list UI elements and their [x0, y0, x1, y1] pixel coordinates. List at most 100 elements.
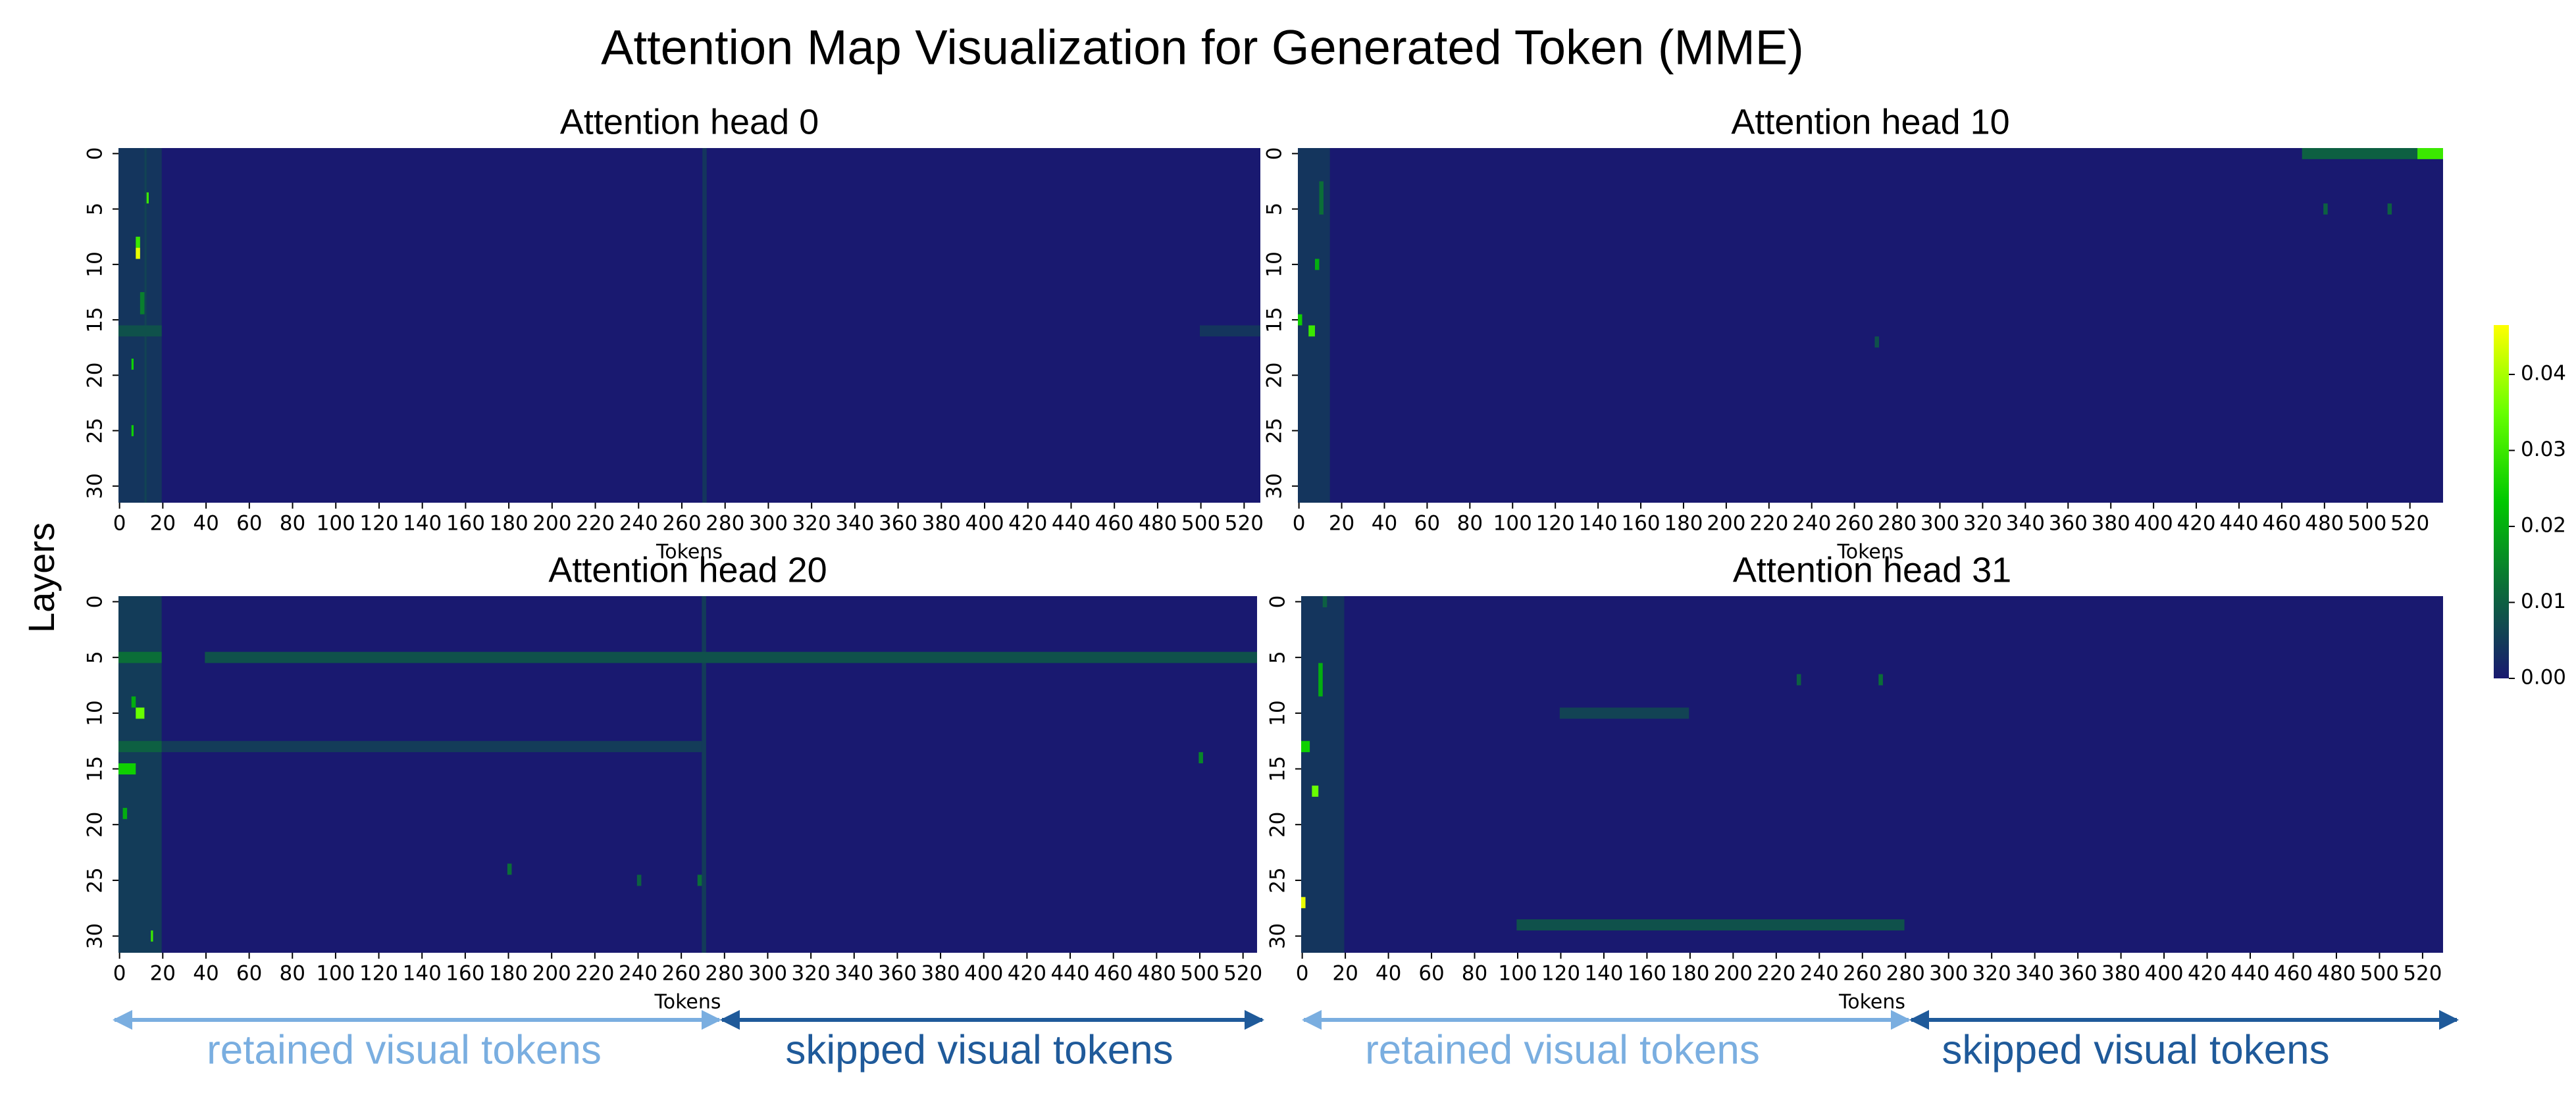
colorbar-tick-label: 0.00	[2521, 666, 2566, 690]
y-tick-label: 30	[84, 923, 107, 949]
x-tick-label: 100	[317, 512, 355, 536]
y-tick-label: 0	[84, 595, 107, 609]
x-tick-label: 180	[1664, 512, 1703, 536]
x-tick-label: 400	[965, 512, 1004, 536]
x-tick-label: 0	[1296, 962, 1309, 986]
annotation: skipped visual tokens	[785, 1027, 1173, 1073]
y-tick-label: 15	[1266, 756, 1290, 782]
y-tick-label: 25	[84, 867, 107, 893]
y-tick-label: 30	[84, 473, 107, 499]
x-tick-label: 20	[150, 962, 176, 986]
x-tick-label: 160	[446, 962, 484, 986]
x-axis-label: Tokens	[654, 991, 721, 1014]
x-tick-label: 120	[359, 962, 398, 986]
heatmap-cell	[1322, 596, 1327, 607]
x-tick-label: 320	[792, 962, 831, 986]
x-tick-label: 0	[113, 512, 126, 536]
x-tick-label: 160	[1621, 512, 1660, 536]
heatmap-cell	[1198, 752, 1203, 764]
x-tick-label: 40	[1376, 962, 1401, 986]
y-tick-label: 20	[1263, 363, 1287, 388]
y-tick-label: 15	[1263, 307, 1287, 332]
x-tick-label: 240	[1792, 512, 1831, 536]
heatmap-cell	[131, 359, 134, 370]
heatmap-panel: Attention head 100 20 40 60 80 100 120 140 160 18…	[1263, 102, 2443, 564]
x-tick-label: 140	[1584, 962, 1623, 986]
x-tick-label: 360	[2059, 962, 2098, 986]
heatmap-cell	[122, 807, 128, 819]
heatmap-cell	[1308, 325, 1315, 337]
colorbar-tick-label: 0.03	[2521, 438, 2566, 461]
x-tick-label: 80	[1457, 512, 1483, 536]
heatmap-cell	[702, 596, 706, 953]
x-axis-label: Tokens	[1838, 991, 1905, 1014]
y-tick-label: 10	[84, 700, 107, 726]
y-tick-label: 30	[1263, 473, 1287, 499]
x-tick-label: 320	[1972, 962, 2011, 986]
heatmap-cell	[2323, 203, 2328, 215]
annotation: retained visual tokens	[207, 1027, 602, 1073]
heatmap-cell	[2302, 148, 2418, 159]
colorbar-tick-label: 0.02	[2521, 514, 2566, 538]
y-tick-label: 5	[84, 651, 107, 664]
x-tick-label: 380	[921, 962, 960, 986]
x-tick-label: 340	[2015, 962, 2054, 986]
heatmap-cell	[697, 874, 702, 886]
x-tick-label: 480	[1137, 962, 1176, 986]
heatmap-cell	[136, 707, 145, 719]
x-tick-label: 460	[2274, 962, 2313, 986]
heatmap-cell	[507, 863, 512, 875]
heatmap-panel: Attention head 00 20 40 60 80 100 120 140 160 180…	[84, 102, 1264, 563]
y-tick-label: 25	[1263, 418, 1287, 443]
heatmap-cell	[140, 291, 145, 315]
heatmap-cell	[146, 192, 149, 204]
figure-title: Attention Map Visualization for Generate…	[601, 20, 1804, 75]
x-tick-label: 180	[490, 512, 528, 536]
x-tick-label: 480	[2305, 512, 2344, 536]
x-tick-label: 0	[113, 962, 126, 986]
y-tick-label: 20	[1266, 811, 1290, 837]
x-tick-label: 60	[236, 962, 262, 986]
heatmap-cell	[1301, 897, 1306, 909]
x-tick-label: 380	[922, 512, 961, 536]
heatmap-cell	[1878, 674, 1883, 686]
x-tick-label: 20	[1329, 512, 1354, 536]
x-tick-label: 220	[1757, 962, 1795, 986]
x-tick-label: 440	[2230, 962, 2269, 986]
x-tick-label: 160	[1628, 962, 1666, 986]
x-tick-label: 200	[532, 962, 571, 986]
x-tick-label: 300	[1920, 512, 1959, 536]
x-axis-label: Tokens	[1837, 541, 1904, 564]
x-tick-label: 180	[489, 962, 528, 986]
heatmap-cell	[118, 651, 162, 663]
panel-title: Attention head 20	[548, 550, 827, 590]
x-tick-label: 140	[403, 512, 442, 536]
y-tick-label: 10	[1266, 700, 1290, 726]
x-tick-label: 60	[1414, 512, 1440, 536]
heatmap-cell	[2387, 203, 2392, 215]
heatmap-cell	[205, 651, 1257, 663]
y-tick-label: 5	[1266, 651, 1290, 664]
heatmap-cell	[1319, 181, 1324, 215]
x-tick-label: 200	[532, 512, 571, 536]
y-tick-label: 0	[1263, 147, 1287, 161]
heatmap-background	[1301, 596, 2443, 953]
heatmap-cell	[1796, 674, 1801, 686]
heatmap-cell	[1874, 336, 1879, 348]
heatmap-cell	[2417, 148, 2443, 159]
x-tick-label: 240	[619, 512, 658, 536]
heatmap-cell	[118, 741, 162, 753]
x-tick-label: 40	[1372, 512, 1397, 536]
x-tick-label: 420	[2188, 962, 2227, 986]
x-tick-label: 40	[193, 512, 219, 536]
x-tick-label: 460	[1095, 512, 1134, 536]
x-tick-label: 220	[575, 962, 614, 986]
heatmap-background	[118, 596, 1257, 953]
heatmap-background	[1298, 148, 2443, 503]
y-axis-label: Layers	[20, 522, 62, 633]
x-tick-label: 420	[1008, 962, 1046, 986]
x-tick-label: 280	[1878, 512, 1917, 536]
heatmap-cell	[702, 148, 707, 503]
x-tick-label: 520	[1225, 512, 1264, 536]
